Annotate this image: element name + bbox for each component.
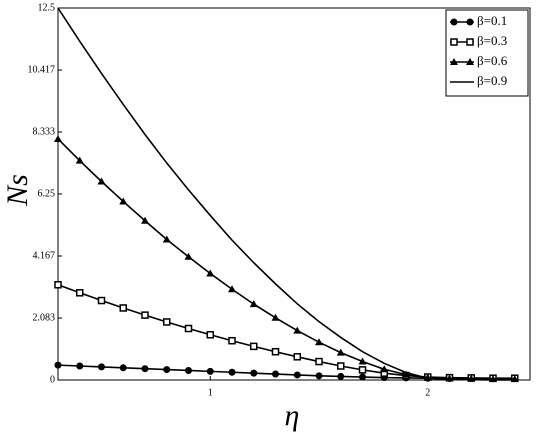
marker (76, 289, 84, 297)
legend-label: β=0.6 (477, 53, 508, 68)
marker (119, 364, 127, 372)
marker (293, 371, 301, 379)
series-line (57, 284, 515, 380)
marker (119, 304, 128, 312)
marker (184, 324, 193, 333)
marker (75, 156, 84, 164)
marker (141, 216, 150, 224)
marker (315, 372, 323, 380)
legend-marker (466, 18, 474, 26)
legend-marker (450, 58, 458, 65)
y-tick-label: 0 (50, 374, 55, 385)
marker (141, 311, 149, 319)
marker (206, 367, 214, 375)
marker (228, 368, 236, 376)
legend-label: β=0.9 (477, 73, 507, 88)
marker (163, 366, 171, 374)
legend-label: β=0.3 (477, 33, 507, 48)
marker (293, 326, 302, 334)
marker (271, 347, 280, 356)
marker (54, 361, 62, 369)
marker (337, 372, 345, 380)
x-tick-label: 2 (425, 387, 430, 398)
marker (184, 252, 193, 260)
marker (141, 365, 149, 373)
marker (206, 331, 215, 339)
marker (315, 338, 324, 346)
marker (380, 365, 389, 373)
marker (249, 300, 258, 308)
marker (337, 362, 345, 370)
x-tick-label: 1 (208, 387, 213, 398)
marker (250, 369, 258, 377)
marker (250, 342, 258, 351)
series-line (57, 7, 515, 381)
marker (98, 363, 106, 371)
marker (162, 235, 171, 243)
y-tick-label: 10.417 (28, 64, 56, 75)
marker (76, 362, 84, 370)
marker (119, 197, 128, 205)
marker (163, 318, 171, 326)
marker (358, 357, 367, 365)
y-tick-label: 6.25 (38, 188, 56, 199)
legend-marker (466, 38, 474, 46)
marker (185, 366, 193, 374)
marker (293, 353, 302, 361)
legend-marker (450, 18, 458, 26)
marker (54, 134, 62, 142)
marker (359, 373, 367, 381)
y-tick-label: 4.167 (33, 250, 56, 261)
y-axis-label: Ns (1, 174, 34, 207)
series-line (57, 138, 515, 380)
x-axis-label: η (285, 399, 300, 432)
marker (54, 281, 62, 289)
marker (271, 313, 280, 321)
y-tick-label: 8.333 (33, 126, 56, 137)
marker (402, 370, 411, 378)
y-tick-label: 12.5 (38, 2, 56, 13)
legend-marker (450, 38, 458, 46)
marker (315, 357, 323, 366)
marker (272, 370, 280, 378)
marker (336, 348, 345, 356)
legend-marker (466, 58, 474, 65)
marker (358, 366, 367, 374)
marker (206, 269, 215, 277)
legend-label: β=0.1 (477, 13, 507, 28)
marker (228, 285, 237, 293)
marker (97, 296, 106, 305)
marker (228, 336, 236, 345)
y-tick-label: 2.083 (33, 312, 56, 323)
marker (97, 177, 106, 185)
